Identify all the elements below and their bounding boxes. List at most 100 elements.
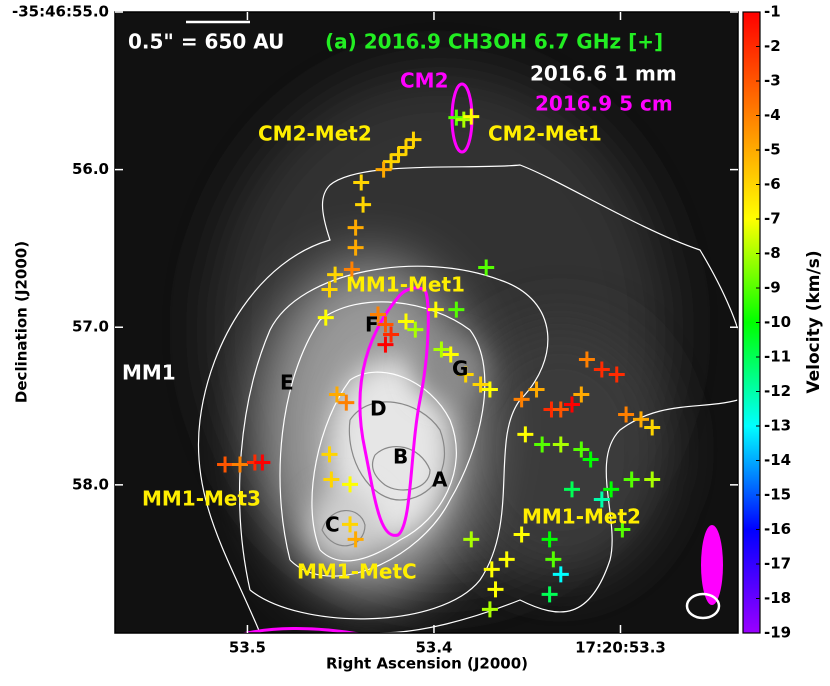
maser-spot	[541, 586, 558, 603]
background-image	[115, 12, 738, 633]
maser-spot	[644, 471, 661, 488]
annotations: 0.5" = 650 AU (a) 2016.9 CH3OH 6.7 GHz […	[122, 30, 677, 584]
maser-spot	[623, 471, 640, 488]
colorbar-tick-label: -6	[764, 175, 781, 193]
maser-spot	[457, 366, 474, 383]
panel-title: (a) 2016.9 CH3OH 6.7 GHz [+]	[325, 30, 663, 54]
core-label: B	[393, 445, 408, 469]
maser-spot	[463, 531, 480, 548]
maser-spot	[405, 131, 422, 148]
maser-spot	[328, 386, 345, 403]
maser-spot	[644, 419, 661, 436]
maser-spot	[517, 426, 534, 443]
x-tick-label: 17:20:53.3	[575, 639, 666, 657]
maser-spot	[321, 281, 338, 298]
x-tick-label: 53.4	[415, 639, 452, 657]
colorbar-tick-label: -9	[764, 279, 781, 297]
maser-spot	[375, 161, 392, 178]
maser-spot	[343, 261, 360, 278]
x-axis-title: Right Ascension (J2000)	[326, 655, 528, 673]
maser-spot	[383, 153, 400, 170]
maser-spot	[614, 521, 631, 538]
maser-spot	[552, 401, 569, 418]
maser-spot	[427, 301, 444, 318]
maser-spot	[481, 601, 498, 618]
maser-spot	[390, 146, 407, 163]
maser-spot	[397, 313, 414, 330]
maser-spot	[377, 316, 394, 333]
maser-spot	[563, 481, 580, 498]
y-tick-label: -35:46:55.0	[12, 3, 109, 21]
x-tick-label: 53.5	[229, 639, 266, 657]
maser-spot	[618, 406, 635, 423]
maser-spot	[231, 456, 248, 473]
maser-spot	[317, 309, 334, 326]
maser-spot	[582, 451, 599, 468]
beam-5cm	[701, 525, 723, 605]
maser-spot	[455, 111, 472, 128]
maser-label: MM1-Met2	[522, 505, 641, 529]
maser-spot	[448, 109, 465, 126]
colorbar-tick-label: -1	[764, 3, 781, 21]
maser-spot	[573, 441, 590, 458]
maser-spot	[478, 259, 495, 276]
maser-spot	[448, 301, 465, 318]
colorbar-tick-label: -5	[764, 141, 781, 159]
maser-spot	[472, 376, 489, 393]
maser-spot	[463, 108, 480, 125]
maser-spot	[442, 346, 459, 363]
y-tick-label: 58.0	[72, 475, 109, 493]
maser-spot	[603, 481, 620, 498]
maser-spot	[608, 366, 625, 383]
maser-spot	[481, 381, 498, 398]
maser-spot	[578, 351, 595, 368]
maser-spot	[254, 454, 271, 471]
maser-spot	[633, 411, 650, 428]
core-label: E	[280, 371, 294, 395]
core-label: C	[325, 513, 340, 537]
colorbar-tick-label: -14	[764, 451, 791, 469]
maser-spot	[321, 446, 338, 463]
colorbar-tick-label: -15	[764, 486, 791, 504]
maser-spot	[407, 321, 424, 338]
maser-spot	[593, 491, 610, 508]
legend-5cm: 2016.9 5 cm	[535, 92, 673, 116]
maser-label: MM1-MetC	[297, 560, 417, 584]
maser-spot	[397, 139, 414, 156]
y-axis-title: Declination (J2000)	[13, 241, 31, 403]
maser-spot	[552, 566, 569, 583]
maser-spot	[338, 394, 355, 411]
maser-spot	[342, 516, 359, 533]
maser-spot	[353, 174, 370, 191]
core-label: G	[452, 357, 468, 381]
y-tick-label: 57.0	[72, 318, 109, 336]
colorbar-tick-label: -11	[764, 348, 791, 366]
maser-spot	[383, 326, 400, 343]
maser-label: CM2-Met1	[488, 122, 602, 146]
maser-spot	[433, 341, 450, 358]
colorbar-tick-label: -16	[764, 520, 791, 538]
core-label: D	[370, 397, 387, 421]
colorbar-tick-label: -3	[764, 72, 781, 90]
y-tick-label: 56.0	[72, 160, 109, 178]
maser-spot	[545, 551, 562, 568]
scale-label: 0.5" = 650 AU	[128, 30, 284, 54]
colorbar-tick-label: -12	[764, 382, 791, 400]
core-label: A	[432, 468, 448, 492]
legend-1mm: 2016.6 1 mm	[530, 62, 677, 86]
colorbar-tick-label: -4	[764, 106, 781, 124]
maser-spot	[342, 476, 359, 493]
maser-spot	[347, 239, 364, 256]
maser-spot	[573, 386, 590, 403]
maser-spot	[498, 551, 515, 568]
points	[217, 108, 661, 618]
maser-label: CM2-Met2	[258, 122, 372, 146]
colorbar-tick-label: -19	[764, 624, 791, 642]
beam-1mm	[685, 592, 721, 620]
maser-spot	[513, 391, 530, 408]
colorbar-tick-label: -13	[764, 417, 791, 435]
maser-spot	[347, 219, 364, 236]
plot-frame	[114, 11, 739, 634]
maser-spot	[347, 531, 364, 548]
